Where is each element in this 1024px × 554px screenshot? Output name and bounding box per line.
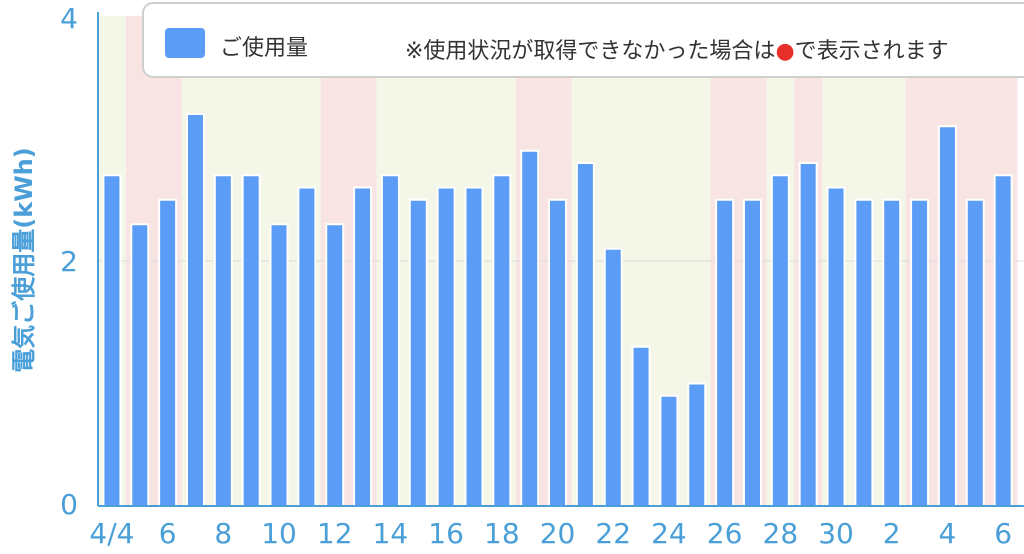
bar[interactable] — [408, 198, 428, 507]
x-tick-label: 16 — [428, 517, 464, 550]
x-tick-label: 30 — [818, 517, 854, 550]
bar[interactable] — [269, 223, 289, 507]
bar[interactable] — [464, 186, 484, 507]
bar[interactable] — [715, 198, 735, 507]
bar[interactable] — [185, 113, 205, 507]
legend-series-label: ご使用量 — [220, 36, 308, 61]
bar[interactable] — [687, 382, 707, 507]
bar[interactable] — [965, 198, 985, 507]
bar[interactable] — [575, 162, 595, 507]
bar[interactable] — [297, 186, 317, 507]
legend-swatch — [165, 28, 205, 58]
legend-note-before: ※使用状況が取得できなかった場合は — [405, 39, 775, 64]
x-tick-label: 12 — [317, 517, 353, 550]
bar[interactable] — [325, 223, 345, 507]
bar[interactable] — [993, 174, 1013, 507]
bar[interactable] — [826, 186, 846, 507]
x-tick-label: 6 — [159, 517, 177, 550]
bar[interactable] — [380, 174, 400, 507]
bar[interactable] — [130, 223, 150, 507]
legend-box — [142, 2, 1024, 78]
y-tick-label: 4 — [60, 2, 78, 35]
x-tick-label: 6 — [994, 517, 1012, 550]
legend: ご使用量 ※使用状況が取得できなかった場合は●で表示されます — [142, 2, 1024, 78]
x-tick-label: 2 — [883, 517, 901, 550]
bar[interactable] — [548, 198, 568, 507]
missing-data-marker: ● — [775, 39, 794, 64]
x-tick-label: 26 — [707, 517, 743, 550]
bar[interactable] — [158, 198, 178, 507]
x-tick-label: 18 — [484, 517, 520, 550]
y-tick-label: 0 — [60, 488, 78, 521]
x-tick-label: 8 — [214, 517, 232, 550]
x-tick-label: 24 — [651, 517, 687, 550]
legend-note: ※使用状況が取得できなかった場合は●で表示されます — [405, 39, 949, 64]
bar[interactable] — [798, 162, 818, 507]
x-tick-label: 14 — [373, 517, 409, 550]
bar[interactable] — [854, 198, 874, 507]
bar[interactable] — [102, 174, 122, 507]
bar[interactable] — [882, 198, 902, 507]
bar[interactable] — [659, 394, 679, 507]
bar[interactable] — [436, 186, 456, 507]
bar[interactable] — [353, 186, 373, 507]
bar[interactable] — [520, 149, 540, 507]
legend-note-after: で表示されます — [795, 39, 949, 64]
bar[interactable] — [937, 125, 957, 507]
bar[interactable] — [742, 198, 762, 507]
x-tick-label: 10 — [261, 517, 297, 550]
bar[interactable] — [492, 174, 512, 507]
bar[interactable] — [603, 247, 623, 507]
bar[interactable] — [241, 174, 261, 507]
bar[interactable] — [213, 174, 233, 507]
x-tick-label: 22 — [595, 517, 631, 550]
bar[interactable] — [770, 174, 790, 507]
x-tick-label: 20 — [540, 517, 576, 550]
x-tick-label: 4/4 — [89, 517, 134, 550]
bar[interactable] — [910, 198, 930, 507]
x-tick-label: 28 — [763, 517, 799, 550]
y-tick-label: 2 — [60, 245, 78, 278]
x-tick-label: 4 — [939, 517, 957, 550]
bar[interactable] — [631, 345, 651, 507]
y-axis-label: 電気ご使用量(kWh) — [10, 147, 38, 372]
